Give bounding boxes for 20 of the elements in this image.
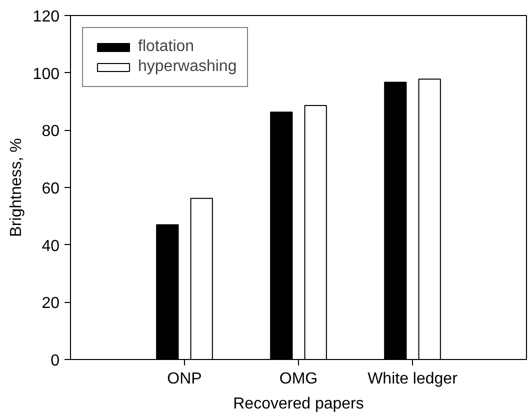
x-tick-label: White ledger xyxy=(368,370,458,388)
bar xyxy=(384,82,407,360)
y-tick-label: 60 xyxy=(42,180,60,198)
bar xyxy=(156,224,179,360)
x-axis-title: Recovered papers xyxy=(233,396,364,412)
y-tick-label: 20 xyxy=(42,295,60,312)
bar xyxy=(270,112,293,360)
x-tick-label: ONP xyxy=(167,370,202,388)
y-axis-title: Brightness, % xyxy=(8,138,25,237)
legend-label: hyperwashing xyxy=(138,58,237,76)
y-tick-label: 100 xyxy=(32,66,60,83)
bar xyxy=(190,198,213,360)
y-tick-label: 40 xyxy=(42,238,60,255)
x-tick-label: OMG xyxy=(279,370,318,388)
y-tick-label: 120 xyxy=(32,8,60,26)
legend-label: flotation xyxy=(138,38,194,56)
bar xyxy=(418,78,441,360)
y-tick-label: 80 xyxy=(42,123,60,140)
bar xyxy=(304,105,327,360)
y-tick-label: 0 xyxy=(50,352,60,370)
